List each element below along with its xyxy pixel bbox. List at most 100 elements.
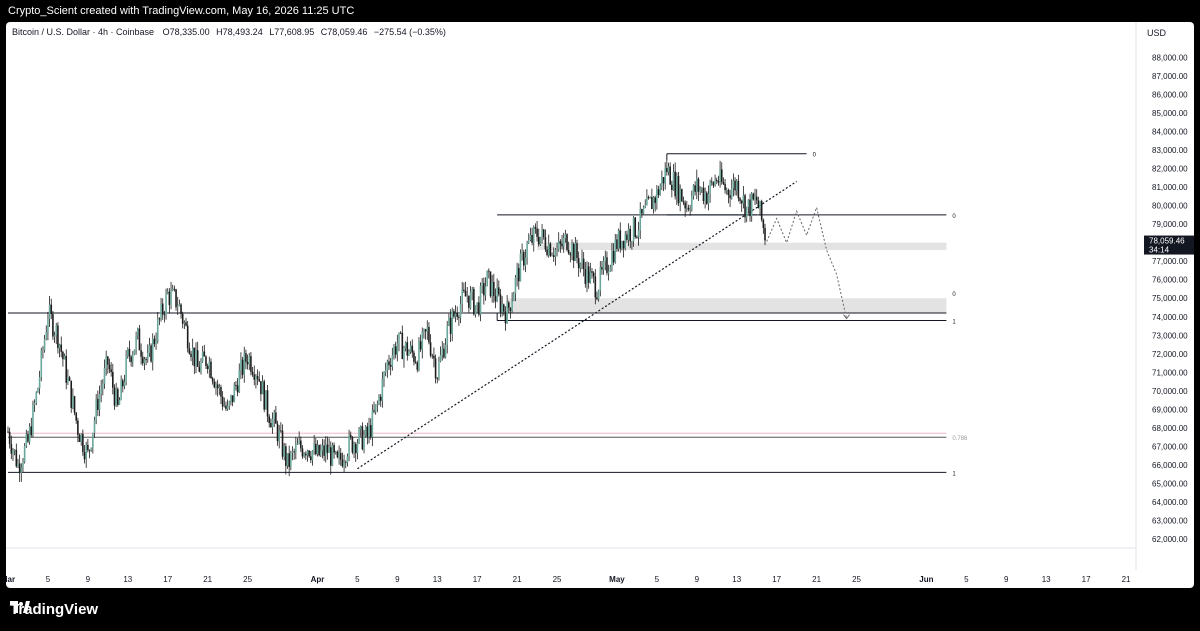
- x-tick-label: 5: [355, 575, 360, 584]
- price-chart[interactable]: 1 0.786 0 1 0 0 62,000.00 63,000.00 64,000.00 65,…: [6, 22, 1194, 588]
- candle-body: [584, 269, 587, 284]
- candle-body: [617, 230, 620, 249]
- candle-body: [261, 381, 264, 395]
- candle-body: [744, 195, 746, 218]
- candle-body: [92, 433, 94, 449]
- tradingview-logo[interactable]: TradingView: [10, 601, 98, 618]
- candle-body: [536, 228, 538, 237]
- candle-body: [210, 361, 212, 379]
- x-tick-label: 17: [163, 575, 172, 584]
- candle-body: [659, 186, 661, 196]
- candle-body: [684, 202, 686, 209]
- candle-body: [48, 304, 51, 320]
- candle-body: [226, 405, 229, 409]
- candle-body: [720, 169, 723, 182]
- candle-body: [7, 431, 9, 433]
- candle-body: [554, 249, 557, 257]
- candle-body: [586, 266, 588, 284]
- candle-body: [433, 355, 435, 359]
- candle-body: [181, 314, 184, 324]
- candle-body: [527, 240, 530, 243]
- candle-body: [141, 356, 144, 364]
- candle-body: [719, 169, 721, 183]
- candle-body: [722, 181, 725, 184]
- candle-body: [173, 288, 176, 290]
- candle-body: [203, 351, 206, 357]
- y-tick-label: 63,000.00: [1152, 517, 1188, 526]
- candle-body: [632, 217, 635, 242]
- candle-body: [288, 453, 290, 468]
- candle-body: [411, 345, 414, 353]
- candle-body: [614, 239, 617, 263]
- candle-body: [506, 302, 508, 324]
- candle-body: [58, 344, 61, 349]
- candle-body: [346, 456, 349, 463]
- candle-body: [692, 185, 695, 197]
- x-tick-label: 13: [1042, 575, 1051, 584]
- last-price-tag: [1144, 235, 1194, 255]
- candle-body: [50, 304, 53, 315]
- y-tick-label: 85,000.00: [1152, 109, 1188, 118]
- candle-body: [524, 257, 527, 266]
- candle-body: [431, 355, 434, 357]
- candle-body: [473, 288, 475, 315]
- candle-body: [22, 461, 24, 468]
- candle-body: [62, 351, 64, 360]
- candle-body: [571, 243, 573, 256]
- candle-body: [627, 228, 630, 240]
- candle-body: [351, 437, 354, 453]
- candle-body: [37, 388, 39, 393]
- candle-body: [504, 311, 507, 324]
- y-tick-label: 66,000.00: [1152, 461, 1188, 470]
- candle-body: [108, 364, 111, 370]
- candle-body: [439, 355, 442, 362]
- candle-body: [291, 451, 294, 453]
- level-label-top: 0: [813, 153, 817, 159]
- y-tick-label: 70,000.00: [1152, 387, 1188, 396]
- candle-body: [493, 281, 495, 296]
- candle-body: [458, 316, 460, 318]
- candle-body: [657, 189, 660, 196]
- x-tick-label: 13: [433, 575, 442, 584]
- chart-panel[interactable]: 1 0.786 0 1 0 0 62,000.00 63,000.00 64,000.00 65,…: [6, 22, 1194, 588]
- candle-body: [378, 396, 380, 404]
- candle-body: [341, 459, 344, 467]
- candle-body: [188, 348, 191, 354]
- candle-body: [293, 451, 295, 453]
- candle-body: [112, 372, 114, 388]
- candle-body: [549, 243, 552, 256]
- candle-body: [566, 234, 568, 250]
- candle-body: [255, 376, 257, 380]
- candle-body: [561, 243, 563, 247]
- candle-body: [687, 207, 690, 210]
- candle-body: [52, 314, 54, 337]
- candle-body: [268, 416, 271, 423]
- candle-body: [155, 341, 157, 345]
- candle-body: [677, 175, 680, 204]
- candle-body: [356, 442, 359, 454]
- candle-body: [671, 184, 673, 190]
- candle-body: [735, 180, 738, 191]
- currency-label[interactable]: USD: [1146, 28, 1166, 38]
- candle-body: [42, 350, 44, 352]
- x-tick-label: 21: [203, 575, 212, 584]
- candle-body: [537, 236, 540, 245]
- candle-body: [403, 348, 405, 359]
- candle-body: [474, 305, 477, 315]
- candle-body: [186, 325, 189, 349]
- candle-body: [78, 434, 81, 442]
- candle-body: [301, 448, 304, 457]
- candle-body: [251, 371, 254, 375]
- candle-body: [243, 353, 246, 375]
- candle-body: [171, 288, 174, 291]
- x-tick-label: 13: [732, 575, 741, 584]
- candle-body: [667, 166, 670, 173]
- candle-body: [609, 267, 612, 272]
- candle-body: [401, 332, 404, 359]
- y-tick-label: 86,000.00: [1152, 90, 1188, 99]
- candle-body: [32, 405, 34, 436]
- candle-body: [196, 350, 199, 367]
- candle-body: [636, 236, 638, 238]
- candle-body: [20, 467, 23, 473]
- candle-body: [10, 443, 13, 454]
